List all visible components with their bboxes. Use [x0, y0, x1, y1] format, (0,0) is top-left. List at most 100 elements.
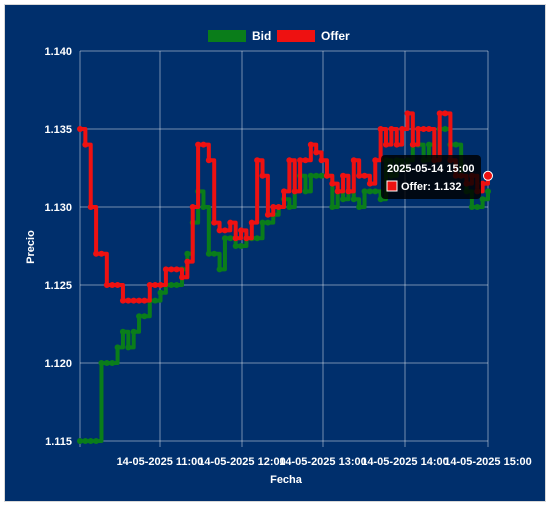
data-point-offer[interactable] — [168, 266, 175, 273]
data-point-offer[interactable] — [184, 258, 191, 265]
data-point-bid[interactable] — [474, 204, 481, 210]
data-point-bid[interactable] — [114, 344, 121, 351]
data-point-offer[interactable] — [318, 157, 325, 164]
data-point-bid[interactable] — [485, 188, 491, 195]
data-point-offer[interactable] — [227, 219, 234, 226]
data-point-offer[interactable] — [152, 282, 159, 288]
data-point-bid[interactable] — [442, 126, 449, 132]
data-point-bid[interactable] — [77, 438, 83, 444]
data-point-bid[interactable] — [152, 297, 159, 304]
data-point-bid[interactable] — [238, 243, 245, 249]
data-point-offer[interactable] — [173, 266, 180, 273]
data-point-offer[interactable] — [275, 204, 282, 210]
data-point-offer[interactable] — [281, 188, 287, 195]
data-point-bid[interactable] — [350, 196, 357, 203]
data-point-offer[interactable] — [377, 126, 384, 132]
data-point-offer[interactable] — [146, 282, 153, 288]
data-point-bid[interactable] — [200, 204, 207, 210]
data-point-offer[interactable] — [179, 274, 185, 281]
data-point-bid[interactable] — [103, 360, 110, 366]
data-point-bid[interactable] — [356, 204, 363, 210]
data-point-bid[interactable] — [216, 266, 223, 273]
data-point-offer[interactable] — [254, 157, 261, 164]
data-point-offer[interactable] — [211, 219, 218, 226]
data-point-bid[interactable] — [232, 243, 239, 249]
data-point-offer[interactable] — [216, 227, 223, 234]
data-point-bid[interactable] — [125, 344, 132, 351]
data-point-offer[interactable] — [366, 180, 373, 187]
data-point-offer[interactable] — [291, 188, 298, 195]
data-point-offer[interactable] — [125, 297, 132, 304]
data-point-offer[interactable] — [393, 141, 400, 148]
data-point-bid[interactable] — [264, 219, 271, 226]
data-point-offer[interactable] — [388, 126, 395, 132]
data-point-offer[interactable] — [356, 172, 363, 179]
data-point-bid[interactable] — [93, 438, 100, 444]
data-point-offer[interactable] — [87, 204, 94, 210]
data-point-bid[interactable] — [286, 204, 293, 210]
data-point-bid[interactable] — [136, 313, 143, 320]
data-point-offer[interactable] — [130, 297, 137, 304]
legend-item-bid[interactable]: Bid — [208, 29, 271, 43]
data-point-offer[interactable] — [259, 172, 266, 179]
data-point-bid[interactable] — [221, 235, 228, 242]
data-point-offer[interactable] — [442, 110, 449, 117]
data-point-offer[interactable] — [93, 250, 100, 257]
data-point-offer[interactable] — [420, 126, 427, 132]
data-point-bid[interactable] — [173, 282, 180, 288]
data-point-offer[interactable] — [329, 180, 336, 187]
data-point-bid[interactable] — [318, 172, 325, 179]
data-point-offer[interactable] — [436, 110, 443, 117]
data-point-bid[interactable] — [468, 204, 475, 210]
data-point-bid[interactable] — [479, 196, 486, 203]
data-point-offer[interactable] — [270, 204, 277, 210]
data-point-bid[interactable] — [168, 282, 175, 288]
data-point-offer[interactable] — [82, 141, 89, 148]
data-point-offer[interactable] — [232, 235, 239, 242]
data-point-offer[interactable] — [404, 110, 411, 117]
data-point-bid[interactable] — [130, 328, 137, 335]
data-point-offer[interactable] — [425, 126, 432, 132]
data-point-offer[interactable] — [248, 219, 255, 226]
data-point-offer[interactable] — [313, 149, 320, 156]
hovered-point[interactable] — [483, 170, 493, 181]
data-point-offer[interactable] — [479, 180, 486, 187]
data-point-offer[interactable] — [119, 297, 126, 304]
data-point-offer[interactable] — [195, 141, 202, 148]
data-point-bid[interactable] — [366, 188, 373, 195]
data-point-offer[interactable] — [157, 282, 164, 288]
data-point-offer[interactable] — [162, 266, 169, 273]
data-point-offer[interactable] — [415, 126, 422, 132]
data-point-bid[interactable] — [307, 172, 314, 179]
data-point-bid[interactable] — [329, 204, 336, 210]
data-point-offer[interactable] — [136, 297, 143, 304]
data-point-offer[interactable] — [372, 157, 379, 164]
data-point-bid[interactable] — [259, 219, 266, 226]
data-point-offer[interactable] — [189, 204, 196, 210]
data-point-bid[interactable] — [82, 438, 89, 444]
data-point-offer[interactable] — [238, 227, 245, 234]
data-point-bid[interactable] — [157, 289, 164, 296]
data-point-offer[interactable] — [114, 282, 121, 288]
data-point-offer[interactable] — [383, 141, 389, 148]
data-point-offer[interactable] — [286, 157, 293, 164]
data-point-offer[interactable] — [297, 157, 304, 164]
data-point-offer[interactable] — [98, 250, 105, 257]
data-point-bid[interactable] — [452, 141, 459, 148]
data-point-offer[interactable] — [205, 157, 212, 164]
data-point-offer[interactable] — [141, 297, 148, 304]
data-point-bid[interactable] — [254, 235, 261, 242]
data-point-offer[interactable] — [345, 188, 352, 195]
data-point-offer[interactable] — [77, 126, 83, 132]
data-point-offer[interactable] — [361, 172, 368, 179]
data-point-offer[interactable] — [399, 126, 406, 132]
data-point-offer[interactable] — [409, 141, 416, 148]
data-point-offer[interactable] — [103, 282, 110, 288]
data-point-offer[interactable] — [307, 141, 314, 148]
data-point-offer[interactable] — [264, 211, 271, 218]
legend-item-offer[interactable]: Offer — [277, 29, 350, 43]
data-point-bid[interactable] — [227, 235, 234, 242]
data-point-offer[interactable] — [350, 157, 357, 164]
data-point-bid[interactable] — [141, 313, 148, 320]
data-point-offer[interactable] — [109, 282, 116, 288]
